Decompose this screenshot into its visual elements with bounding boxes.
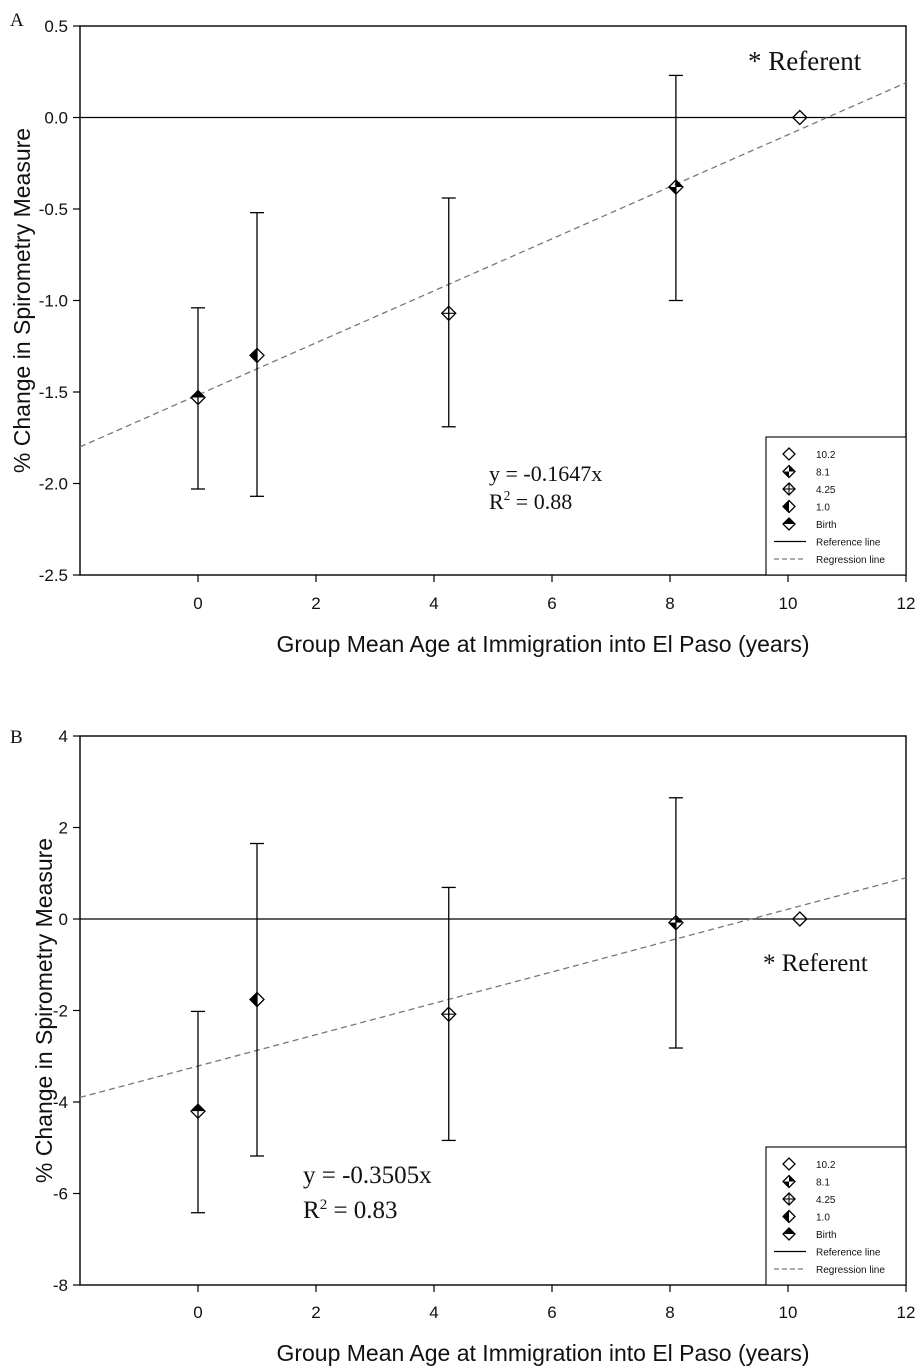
regression-line — [79, 877, 907, 1099]
legend-item: 10.2 — [782, 447, 836, 461]
data-point — [440, 305, 457, 322]
y-tick-label: 0.0 — [44, 109, 68, 128]
y-tick-label: -2 — [53, 1002, 68, 1021]
legend-item: Regression line — [774, 1265, 885, 1276]
panel-label: B — [10, 727, 23, 748]
legend: 10.2 8.1 4.25 1.0 Birth Reference line Regress… — [765, 1146, 907, 1286]
x-tick-label: 2 — [311, 1303, 320, 1322]
legend-item: Birth — [782, 1227, 837, 1241]
legend-label: Reference line — [816, 1248, 881, 1259]
x-tick-label: 8 — [665, 594, 674, 613]
legend-label: Birth — [816, 1230, 837, 1241]
chart-panel-a: A 0.5 0.0 -0.5 -1.0 -1.5 -2.0 -2.5 0 2 4 6 8 10 12 Grou… — [9, 10, 915, 657]
legend-label: 4.25 — [816, 485, 836, 496]
data-point — [791, 911, 808, 927]
legend-label: 1.0 — [816, 1213, 830, 1224]
legend-marker — [782, 499, 796, 514]
legend-marker — [782, 464, 796, 479]
y-tick-label: 0.5 — [44, 17, 68, 36]
y-tick-label: -2.0 — [39, 475, 68, 494]
legend-marker — [782, 517, 796, 531]
data-point — [190, 1103, 206, 1120]
data-point — [249, 991, 265, 1008]
x-tick-label: 6 — [547, 1303, 556, 1322]
legend-item: Reference line — [774, 538, 881, 549]
x-tick-label: 0 — [193, 594, 202, 613]
legend-label: Regression line — [816, 1265, 885, 1276]
legend-item: Reference line — [774, 1248, 881, 1259]
regression-equation: y = -0.1647x — [489, 461, 602, 486]
y-tick-label: -6 — [53, 1185, 68, 1204]
r-squared: R2 = 0.83 — [303, 1197, 398, 1224]
y-tick-label: -4 — [53, 1093, 68, 1112]
x-tick-label: 4 — [429, 1303, 438, 1322]
data-point — [791, 109, 808, 126]
regression-line — [79, 82, 907, 448]
y-tick-label: 2 — [59, 819, 68, 838]
panel-label: A — [10, 10, 24, 31]
y-tick-label: -1.0 — [39, 292, 68, 311]
x-tick-label: 10 — [779, 594, 798, 613]
x-tick-label: 4 — [429, 594, 438, 613]
legend-item: 8.1 — [782, 1174, 830, 1189]
chart-panel-b: B 4 2 0 -2 -4 -6 -8 0 2 4 6 8 10 12 Group Mean Age at I… — [10, 727, 915, 1366]
referent-note: * Referent — [763, 950, 868, 977]
legend-marker — [782, 447, 796, 461]
legend-label: 1.0 — [816, 503, 830, 514]
x-tick-label: 12 — [897, 594, 916, 613]
legend-marker — [782, 1209, 796, 1224]
legend-label: 10.2 — [816, 1160, 836, 1171]
data-point — [667, 914, 684, 931]
x-axis-label: Group Mean Age at Immigration into El Pa… — [276, 1340, 809, 1366]
x-tick-label: 10 — [779, 1303, 798, 1322]
regression-equation: y = -0.3505x — [303, 1162, 432, 1189]
x-tick-label: 2 — [311, 594, 320, 613]
y-axis-label: % Change in Spirometry Measure — [9, 128, 35, 473]
legend-item: 1.0 — [782, 499, 830, 514]
legend-marker — [782, 1157, 796, 1171]
legend-marker — [782, 1227, 796, 1241]
x-tick-label: 8 — [665, 1303, 674, 1322]
x-tick-label: 6 — [547, 594, 556, 613]
y-tick-label: -2.5 — [39, 566, 68, 585]
y-tick-label: -1.5 — [39, 383, 68, 402]
legend-item: 1.0 — [782, 1209, 830, 1224]
legend-label: 8.1 — [816, 1178, 830, 1189]
y-tick-label: -8 — [53, 1276, 68, 1295]
data-point — [190, 389, 206, 406]
data-point — [249, 347, 265, 364]
legend-label: Reference line — [816, 538, 881, 549]
data-point — [440, 1006, 457, 1023]
y-tick-label: 0 — [59, 910, 68, 929]
legend-label: 4.25 — [816, 1195, 836, 1206]
legend-item: Birth — [782, 517, 837, 531]
legend-item: 4.25 — [782, 1192, 836, 1206]
y-tick-label: -0.5 — [39, 200, 68, 219]
legend-item: 4.25 — [782, 482, 836, 496]
y-tick-label: 4 — [59, 727, 68, 746]
legend-item: 10.2 — [782, 1157, 836, 1171]
error-bar — [191, 1010, 205, 1214]
legend-marker — [782, 1174, 796, 1189]
legend-label: Birth — [816, 520, 837, 531]
legend-item: 8.1 — [782, 464, 830, 479]
legend-marker — [782, 482, 796, 496]
legend-label: Regression line — [816, 555, 885, 566]
legend-label: 10.2 — [816, 450, 836, 461]
error-bar — [191, 307, 205, 490]
legend-label: 8.1 — [816, 468, 830, 479]
legend: 10.2 8.1 4.25 1.0 Birth Reference line Regress… — [765, 436, 907, 576]
y-axis-label: % Change in Spirometry Measure — [31, 838, 57, 1183]
x-tick-label: 0 — [193, 1303, 202, 1322]
legend-marker — [782, 1192, 796, 1206]
r-squared: R2 = 0.88 — [489, 488, 572, 514]
x-tick-label: 12 — [897, 1303, 916, 1322]
referent-note: * Referent — [748, 46, 862, 76]
legend-item: Regression line — [774, 555, 885, 566]
x-axis-label: Group Mean Age at Immigration into El Pa… — [276, 631, 809, 657]
data-point — [667, 179, 684, 195]
